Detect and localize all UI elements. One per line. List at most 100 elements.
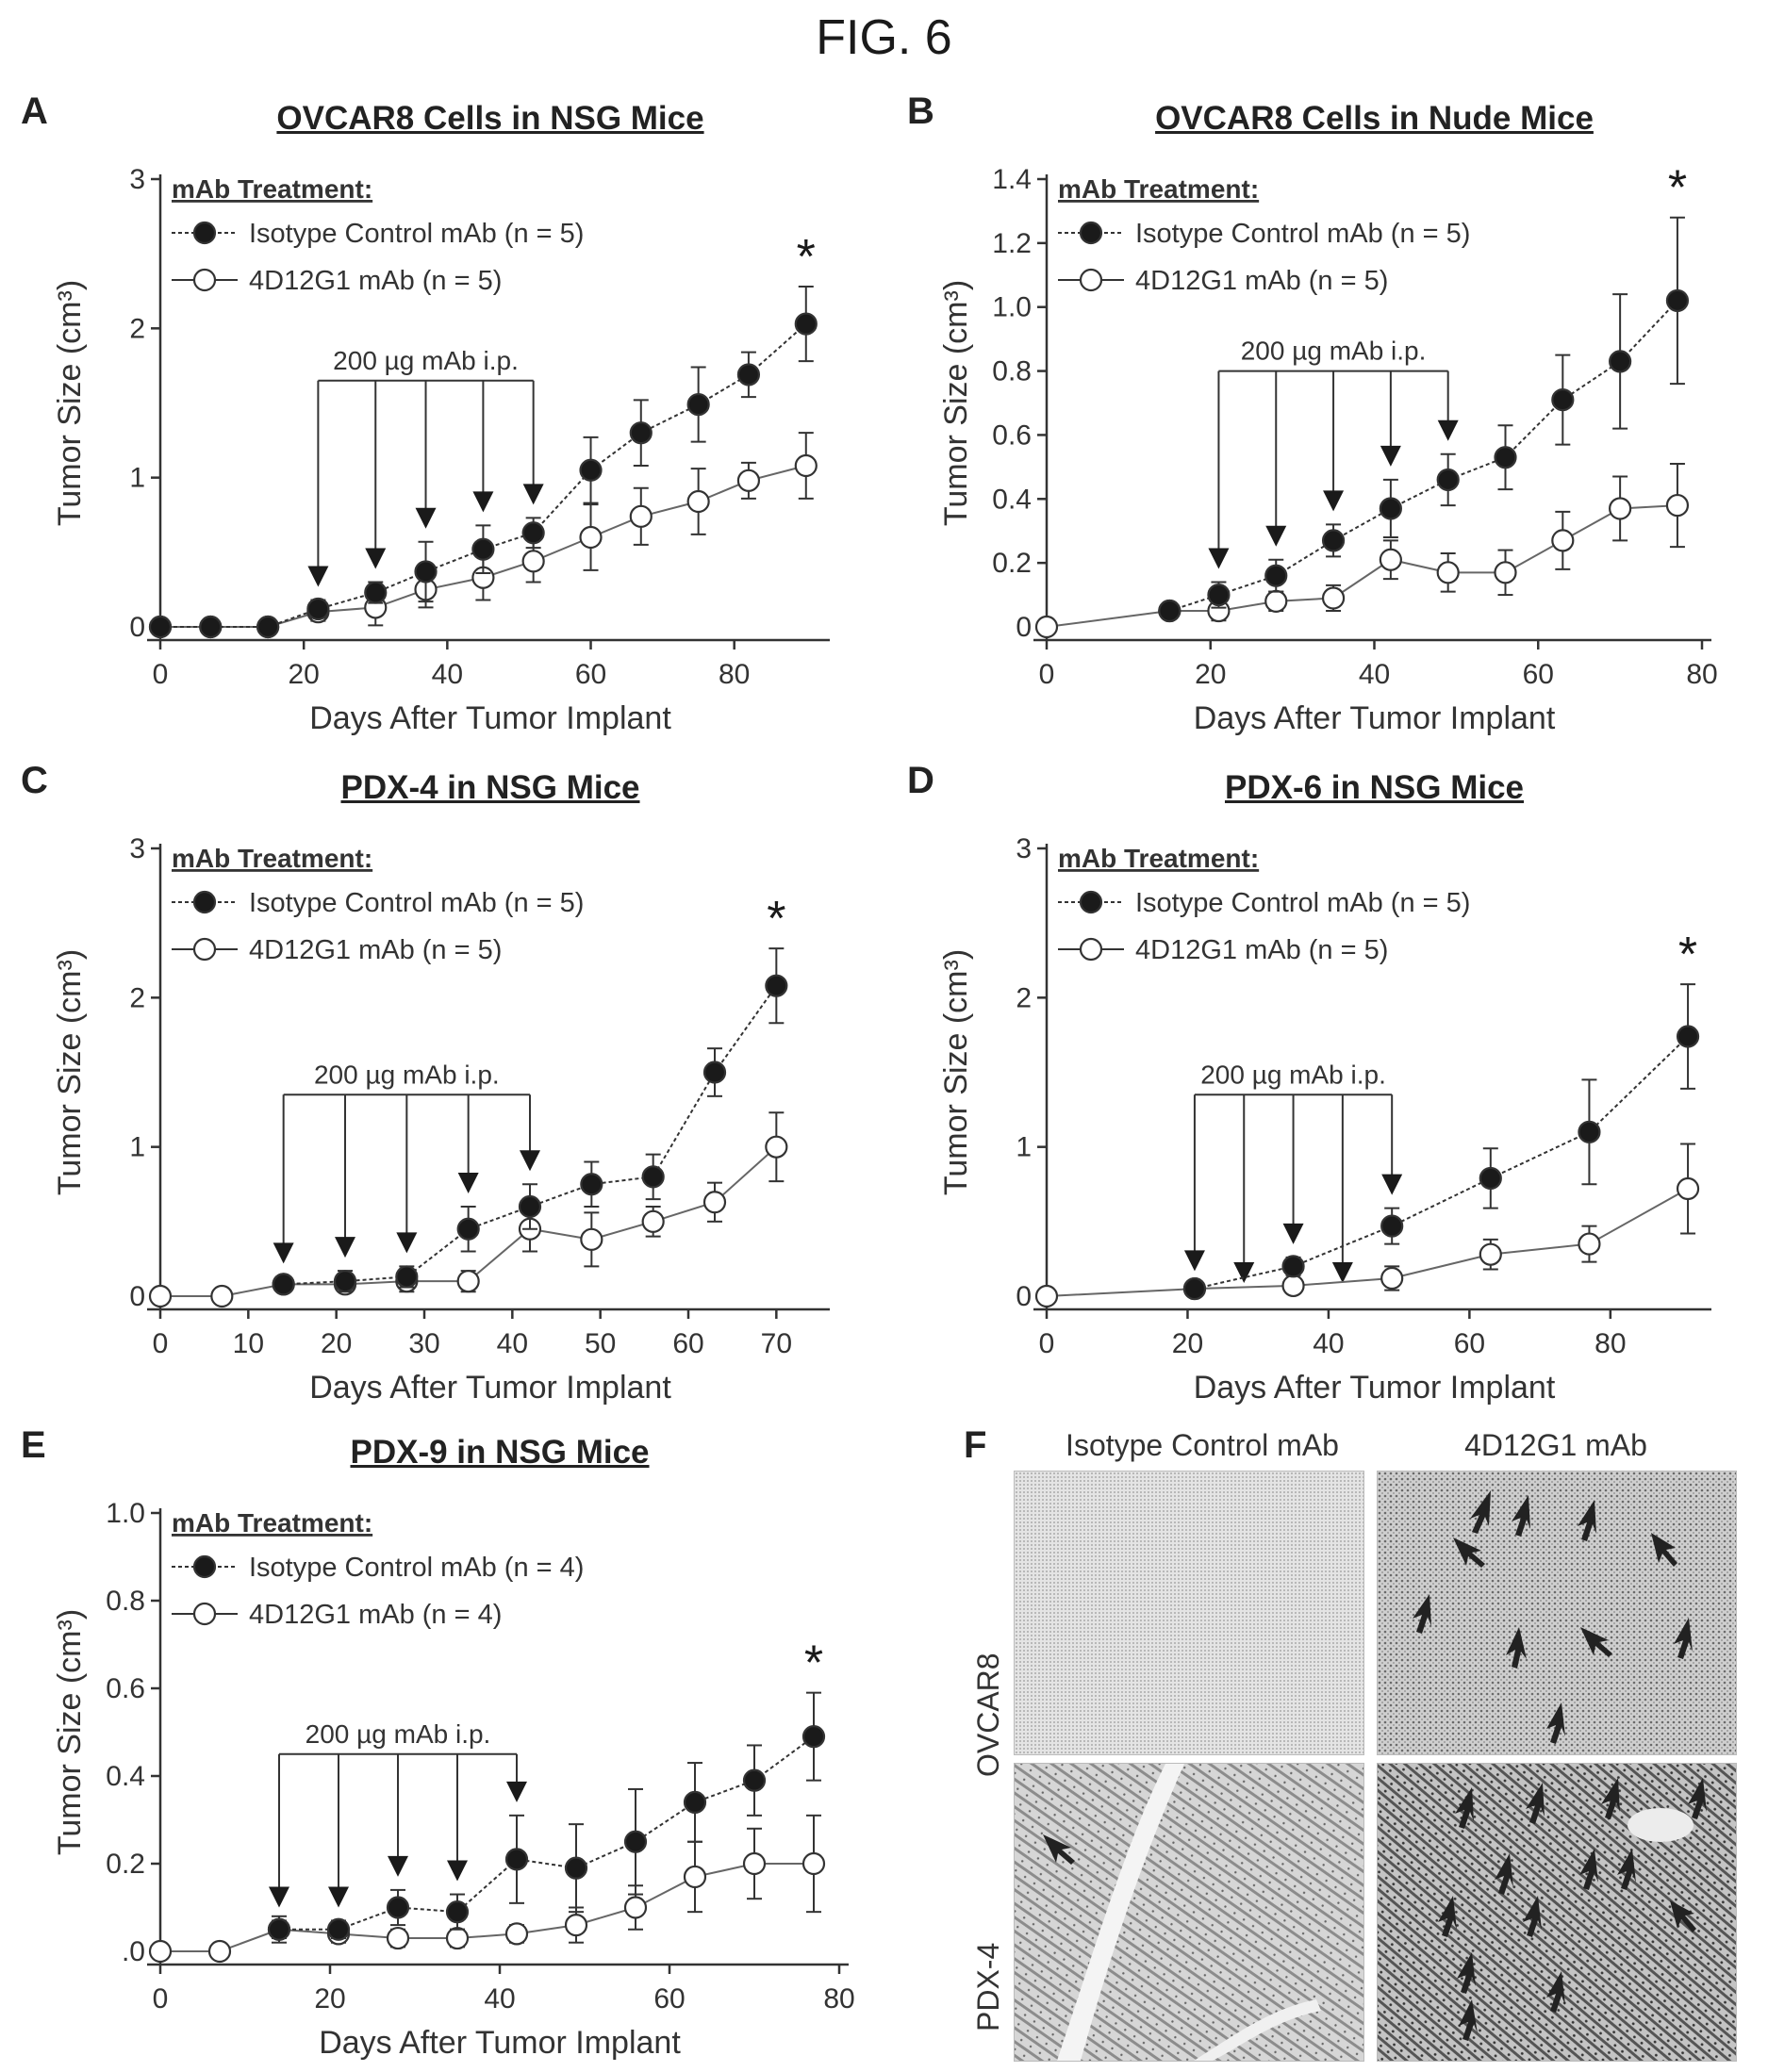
y-axis-label: Tumor Size (cm³) [938, 949, 974, 1195]
legend-marker [192, 890, 217, 914]
x-tick-label: 20 [1195, 659, 1226, 690]
x-axis-label: Days After Tumor Implant [1194, 700, 1556, 736]
x-tick-label: 60 [575, 659, 606, 690]
data-point-isotype [736, 363, 761, 386]
data-point-4d12g1 [794, 453, 818, 478]
data-point-isotype [456, 1217, 480, 1241]
data-point-isotype [686, 392, 710, 417]
legend-marker [1079, 937, 1103, 962]
data-point-4d12g1 [579, 525, 603, 550]
data-point-isotype [1676, 1025, 1700, 1048]
x-tick-label: 60 [1454, 1328, 1485, 1359]
chart-canvas: 0 1 2 3 0 20 40 60 80 Days After Tumor Implant Tum… [52, 164, 830, 736]
data-point-4d12g1 [1264, 589, 1288, 613]
x-tick-label: 60 [653, 1983, 685, 2014]
data-point-4d12g1 [207, 1939, 232, 1964]
legend-marker [192, 937, 217, 962]
data-point-isotype [386, 1896, 410, 1919]
data-point-isotype [1436, 468, 1460, 492]
data-point-4d12g1 [445, 1926, 470, 1950]
treatment-arrowhead [1331, 1262, 1353, 1283]
micrograph-pdx4-isotype [1014, 1763, 1364, 2062]
treatment-arrowhead [1282, 1223, 1304, 1244]
treatment-arrowhead [1233, 1262, 1255, 1283]
data-point-4d12g1 [686, 489, 710, 514]
data-point-isotype [1578, 1120, 1601, 1143]
treatment-label: 200 µg mAb i.p. [1241, 337, 1427, 366]
x-tick-label: 0 [1039, 659, 1055, 690]
x-axis-label: Days After Tumor Implant [309, 700, 671, 736]
x-tick-label: 80 [1595, 1328, 1626, 1359]
data-point-4d12g1 [1380, 1266, 1404, 1291]
arrowhead-markers [1438, 1778, 1707, 2041]
x-tick-label: 0 [153, 659, 169, 690]
y-tick-label: 0 [129, 1281, 145, 1312]
x-tick-label: 0 [1039, 1328, 1055, 1359]
data-point-4d12g1 [148, 1284, 173, 1308]
series-line [160, 1863, 814, 1952]
data-point-isotype [1281, 1255, 1305, 1278]
x-tick-label: 40 [497, 1328, 528, 1359]
data-point-isotype [1264, 564, 1288, 587]
data-point-isotype [148, 615, 173, 639]
treatment-arrowhead [1323, 490, 1345, 512]
y-tick-label: 1 [129, 463, 145, 494]
significance-star: * [1668, 161, 1687, 216]
y-tick-label: 3 [129, 164, 145, 195]
treatment-arrowhead [365, 548, 387, 569]
x-tick-label: 60 [1523, 659, 1554, 690]
data-point-isotype [333, 1270, 357, 1293]
data-point-4d12g1 [623, 1896, 648, 1919]
legend-entry: Isotype Control mAb (n = 4) [249, 1553, 584, 1583]
treatment-arrowhead [472, 491, 494, 513]
column-label-4d12g1: 4D12G1 mAb [1464, 1428, 1647, 1462]
data-point-isotype [564, 1856, 588, 1880]
treatment-arrowhead [328, 1886, 349, 1908]
treatment-arrowhead [396, 1232, 418, 1254]
significance-star: * [804, 1636, 823, 1691]
y-tick-label: 3 [1016, 833, 1032, 864]
x-tick-label: 60 [672, 1328, 703, 1359]
panel-d-label: D [907, 760, 934, 801]
data-point-isotype [1609, 350, 1632, 373]
legend-marker [192, 1554, 217, 1579]
data-point-4d12g1 [765, 1135, 788, 1159]
data-point-isotype [395, 1265, 419, 1289]
significance-star: * [797, 230, 816, 285]
legend-entry: 4D12G1 mAb (n = 5) [1135, 266, 1388, 296]
data-point-isotype [364, 581, 388, 604]
data-point-4d12g1 [641, 1209, 665, 1233]
data-point-isotype [641, 1165, 665, 1189]
significance-star: * [767, 892, 785, 946]
x-tick-label: 50 [585, 1328, 616, 1359]
y-tick-label: 0.2 [106, 1849, 145, 1880]
panel-e-chart: E PDX-9 in NSG Mice .0 0.2 0.4 0.6 0.8 1.0 0 20 40… [0, 1424, 905, 2069]
data-point-isotype [801, 1725, 826, 1749]
x-tick-label: 80 [1686, 659, 1717, 690]
data-point-isotype [272, 1273, 295, 1296]
chart-canvas: 0 0.2 0.4 0.6 0.8 1.0 1.2 1.4 0 20 40 60 80 Days Afte… [938, 161, 1718, 736]
data-point-isotype [306, 597, 330, 621]
data-point-isotype [504, 1848, 529, 1871]
treatment-arrowhead [1183, 1250, 1205, 1272]
column-label-isotype: Isotype Control mAb [1066, 1428, 1339, 1462]
legend-entry: Isotype Control mAb (n = 5) [249, 888, 584, 918]
data-point-isotype [1207, 583, 1231, 607]
data-point-4d12g1 [702, 1191, 727, 1214]
data-point-4d12g1 [386, 1926, 410, 1950]
treatment-label: 200 µg mAb i.p. [306, 1719, 491, 1749]
data-point-isotype [1182, 1276, 1207, 1301]
treatment-arrowhead [388, 1855, 408, 1877]
data-point-4d12g1 [742, 1851, 767, 1876]
data-point-isotype [742, 1768, 767, 1792]
micrograph-ovcar8-isotype [1014, 1471, 1364, 1755]
treatment-label: 200 µg mAb i.p. [333, 346, 519, 375]
micrograph-pdx4-4d12g1 [1377, 1763, 1737, 2062]
data-point-4d12g1 [1436, 561, 1460, 584]
arrowhead-markers [1413, 1490, 1693, 1744]
data-point-4d12g1 [1551, 529, 1575, 552]
x-axis-label: Days After Tumor Implant [319, 2025, 681, 2061]
legend-entry: Isotype Control mAb (n = 5) [1135, 219, 1470, 249]
data-point-4d12g1 [683, 1865, 707, 1889]
treatment-label: 200 µg mAb i.p. [314, 1060, 500, 1089]
